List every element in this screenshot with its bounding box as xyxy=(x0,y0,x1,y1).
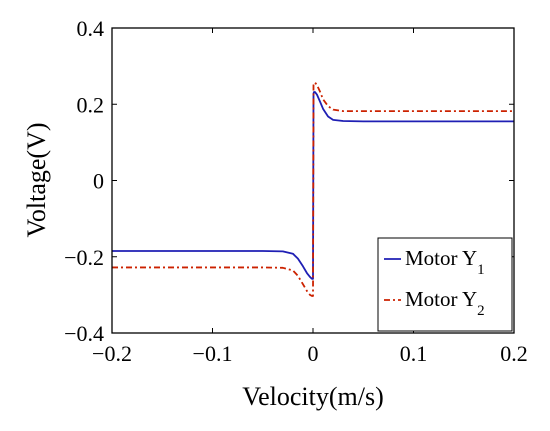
legend-label-motor-y2-sub: 2 xyxy=(477,303,485,319)
x-axis-label: Velocity(m/s) xyxy=(242,382,384,411)
legend-label-motor-y1-base: Motor Y xyxy=(405,246,477,270)
x-tick-label: 0.2 xyxy=(500,341,528,366)
legend: Motor Y1 Motor Y2 xyxy=(377,237,513,332)
y-axis-label: Voltage(V) xyxy=(22,122,51,237)
y-tick-label: 0 xyxy=(93,169,104,194)
y-tick-label: 0.4 xyxy=(77,16,105,41)
y-tick-label: 0.2 xyxy=(77,92,105,117)
legend-label-motor-y2-base: Motor Y xyxy=(405,287,477,311)
y-tick-label: −0.2 xyxy=(64,245,104,270)
legend-box xyxy=(377,237,513,332)
legend-label-motor-y2: Motor Y2 xyxy=(405,287,485,319)
x-tick-label: 0 xyxy=(308,341,319,366)
legend-label-motor-y1-sub: 1 xyxy=(477,262,485,278)
series-line-motor-y2 xyxy=(112,81,514,297)
y-tick-label: −0.4 xyxy=(64,321,104,346)
x-tick-label: −0.1 xyxy=(193,341,233,366)
x-ticks: −0.2 −0.1 0 0.1 0.2 xyxy=(92,28,528,366)
legend-label-motor-y1: Motor Y1 xyxy=(405,246,485,278)
series-layer xyxy=(112,81,514,297)
x-tick-label: 0.1 xyxy=(400,341,428,366)
x-tick-label: −0.2 xyxy=(92,341,132,366)
y-ticks: −0.4 −0.2 0 0.2 0.4 xyxy=(64,16,514,346)
